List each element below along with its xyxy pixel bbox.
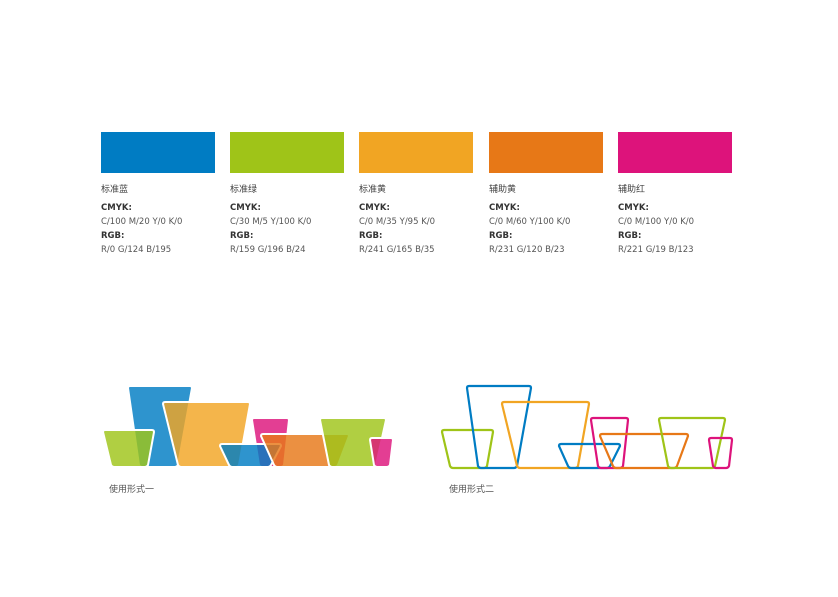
- cmyk-value: C/30 M/5 Y/100 K/0: [230, 217, 312, 227]
- swatch: 辅助黄 CMYK: C/0 M/60 Y/100 K/0 RGB: R/231 …: [489, 132, 603, 255]
- cmyk-value: C/0 M/60 Y/100 K/0: [489, 217, 571, 227]
- rgb-value: R/231 G/120 B/23: [489, 245, 565, 255]
- rgb-value: R/221 G/19 B/123: [618, 245, 694, 255]
- swatch: 标准蓝 CMYK: C/100 M/20 Y/0 K/0 RGB: R/0 G/…: [101, 132, 215, 255]
- cmyk-value: C/0 M/100 Y/0 K/0: [618, 217, 695, 227]
- swatch-name: 标准黄: [359, 185, 387, 195]
- color-chip: [489, 132, 603, 173]
- cmyk-label: CMYK:: [101, 203, 132, 213]
- rgb-value: R/0 G/124 B/195: [101, 245, 172, 255]
- rgb-label: RGB:: [359, 231, 383, 241]
- rgb-value: R/241 G/165 B/35: [359, 245, 435, 255]
- swatch: 辅助红 CMYK: C/0 M/100 Y/0 K/0 RGB: R/221 G…: [618, 132, 732, 255]
- color-chip: [230, 132, 344, 173]
- swatch: 标准绿 CMYK: C/30 M/5 Y/100 K/0 RGB: R/159 …: [230, 132, 344, 255]
- cmyk-label: CMYK:: [489, 203, 520, 213]
- cmyk-label: CMYK:: [618, 203, 649, 213]
- rgb-label: RGB:: [489, 231, 513, 241]
- rgb-label: RGB:: [101, 231, 125, 241]
- logo-filled-shape: [368, 437, 395, 468]
- swatch-name: 辅助红: [618, 185, 646, 195]
- logo-outline-shape: [657, 416, 727, 470]
- swatch-name: 标准绿: [230, 185, 258, 195]
- rgb-label: RGB:: [618, 231, 642, 241]
- cmyk-label: CMYK:: [230, 203, 261, 213]
- cmyk-value: C/100 M/20 Y/0 K/0: [101, 217, 183, 227]
- logo-outline-shape: [440, 428, 495, 470]
- logo-outline-shape: [500, 400, 591, 470]
- caption-usage-1: 使用形式一: [109, 485, 155, 495]
- logo-outline-shape: [707, 436, 734, 470]
- swatch-name: 标准蓝: [101, 185, 129, 195]
- cmyk-value: C/0 M/35 Y/95 K/0: [359, 217, 436, 227]
- color-chip: [359, 132, 473, 173]
- caption-usage-2: 使用形式二: [449, 485, 495, 495]
- logo-outline-shape: [465, 384, 533, 470]
- logo-filled-shape: [101, 429, 156, 468]
- cmyk-label: CMYK:: [359, 203, 390, 213]
- color-chip: [101, 132, 215, 173]
- logo-filled-shape: [318, 417, 388, 468]
- rgb-value: R/159 G/196 B/24: [230, 245, 306, 255]
- swatch: 标准黄 CMYK: C/0 M/35 Y/95 K/0 RGB: R/241 G…: [359, 132, 473, 255]
- logo-outline-shape: [598, 432, 690, 470]
- swatch-name: 辅助黄: [489, 185, 517, 195]
- rgb-label: RGB:: [230, 231, 254, 241]
- logo-outline-shape: [557, 442, 622, 470]
- color-chip: [618, 132, 732, 173]
